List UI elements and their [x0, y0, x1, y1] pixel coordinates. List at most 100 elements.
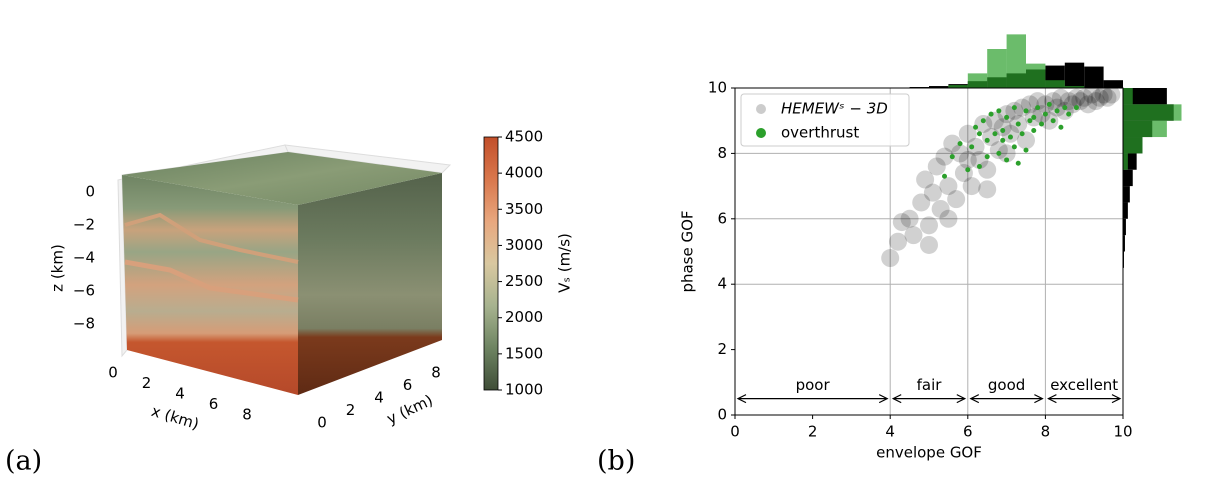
dataset-point — [888, 232, 907, 251]
dataset-point — [1075, 88, 1094, 107]
overthrust-point — [1000, 137, 1006, 143]
layer-stripe — [124, 259, 299, 303]
overthrust-point — [1073, 105, 1079, 111]
dataset-point — [1086, 92, 1105, 111]
y-tick-label: 8 — [717, 144, 727, 162]
y-hist-bar — [1123, 153, 1128, 170]
overthrust-point — [980, 118, 986, 124]
y-hist-bar — [1123, 169, 1133, 187]
dataset-point — [1005, 101, 1024, 120]
y-hist-bar — [1123, 202, 1128, 219]
range-label: poor — [796, 376, 831, 394]
dataset-point — [974, 114, 993, 133]
axes-frame — [734, 87, 1124, 416]
colorbar-label: Vₛ (m/s) — [556, 233, 574, 293]
colorbar-tick-label: 1500 — [505, 344, 543, 362]
cube — [122, 152, 442, 395]
dataset-point — [1102, 85, 1121, 104]
y-tick-label: 0 — [717, 406, 727, 424]
y-tick-label: 0 — [317, 414, 327, 432]
y-hist-bar — [1123, 104, 1182, 121]
legend-marker — [756, 104, 766, 114]
x-axis-label: x (km) — [149, 402, 201, 433]
overthrust-point — [996, 108, 1002, 114]
dataset-point — [1048, 98, 1067, 117]
dataset-point — [966, 137, 985, 156]
arrow-head — [956, 394, 967, 404]
dataset-point — [947, 190, 966, 209]
z-tick-label: −8 — [73, 315, 95, 333]
dataset-point — [916, 170, 935, 189]
range-label: fair — [917, 376, 943, 394]
range-label: good — [988, 376, 1025, 394]
y-tick-label: 2 — [346, 401, 356, 419]
y-hist-bar — [1123, 137, 1143, 154]
y-axis-label: phase GOF — [679, 210, 697, 292]
dataset-point — [912, 193, 931, 212]
arrow-head — [736, 394, 747, 404]
dataset-point — [939, 177, 958, 196]
cube-top-face — [122, 152, 442, 205]
overthrust-point — [965, 167, 971, 173]
x-tick-label: 0 — [108, 364, 118, 382]
overthrust-point — [976, 131, 982, 137]
colorbar — [483, 136, 499, 391]
cube-front-face — [122, 175, 298, 395]
dataset-point — [892, 213, 911, 232]
arrow-head — [1034, 394, 1044, 404]
arrow-head — [969, 394, 980, 404]
dataset-point — [970, 150, 989, 169]
x-hist-bar — [1084, 66, 1104, 88]
dataset-point — [978, 180, 997, 199]
arrow-head — [1111, 394, 1122, 404]
dataset-point — [881, 249, 900, 268]
colorbar-tick-label: 4000 — [505, 164, 543, 182]
dataset-point — [958, 124, 977, 143]
x-tick-label: 8 — [1041, 423, 1051, 441]
overthrust-point — [1031, 114, 1037, 120]
dataset-point — [931, 199, 950, 218]
dataset-point — [997, 105, 1016, 124]
dataset-point — [927, 157, 946, 176]
overthrust-point — [1058, 124, 1064, 130]
overthrust-point — [984, 137, 990, 143]
x-hist-bar — [987, 49, 1007, 88]
dataset-point — [1051, 88, 1070, 107]
z-tick-label: −4 — [73, 249, 95, 267]
x-tick-label: 2 — [808, 423, 818, 441]
colorbar-tick-label: 2500 — [505, 272, 543, 290]
y-hist-bar — [1123, 218, 1126, 236]
dataset-point — [1079, 95, 1098, 114]
panel-label: (b) — [597, 446, 635, 477]
dataset-point — [993, 118, 1012, 137]
overthrust-point — [1015, 121, 1021, 127]
dataset-point — [989, 141, 1008, 160]
y-tick-label: 6 — [717, 209, 727, 227]
dataset-point — [904, 226, 923, 245]
x-tick-label: 2 — [142, 374, 152, 392]
x-axis-label: envelope GOF — [876, 444, 982, 462]
x-tick-label: 6 — [963, 423, 973, 441]
y-hist-bar — [1123, 88, 1133, 105]
x-hist-bar — [929, 86, 949, 88]
y-hist-bar — [1123, 186, 1130, 203]
dataset-point — [920, 216, 938, 235]
dataset-point — [939, 209, 958, 228]
arrow-head — [878, 394, 889, 404]
dataset-point — [997, 144, 1016, 163]
overthrust-point — [1035, 105, 1041, 111]
x-hist-bar — [1006, 34, 1026, 88]
z-tick-label: 0 — [85, 183, 95, 201]
x-hist-bar — [1026, 63, 1046, 88]
x-hist-bar — [1045, 80, 1065, 88]
legend-label: overthrust — [781, 124, 859, 142]
dataset-point — [920, 235, 938, 254]
y-tick-label: 10 — [708, 79, 727, 97]
x-hist-bar — [1103, 80, 1123, 88]
overthrust-point — [1062, 105, 1068, 111]
legend-marker — [756, 128, 766, 138]
x-tick-label: 10 — [1113, 423, 1132, 441]
overthrust-point — [957, 141, 963, 147]
dataset-point — [1028, 92, 1047, 111]
